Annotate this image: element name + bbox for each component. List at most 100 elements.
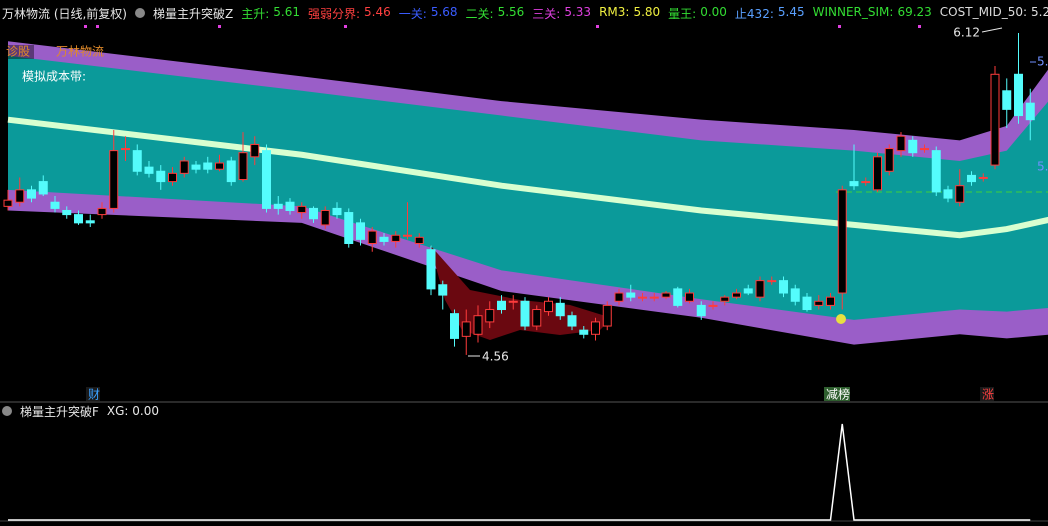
indicator-item: 强弱分界: 5.46 bbox=[308, 5, 391, 22]
candle-body bbox=[309, 207, 318, 220]
indicator-item: 止432: 5.45 bbox=[735, 5, 805, 22]
candle-body bbox=[920, 148, 929, 151]
candle-body bbox=[837, 189, 847, 294]
high-note: 6.12 bbox=[953, 26, 980, 40]
high-arrow bbox=[981, 27, 1003, 33]
candle-body bbox=[426, 249, 436, 290]
item-value: 0.00 bbox=[700, 4, 727, 19]
candle-body bbox=[132, 150, 142, 172]
candle-body bbox=[849, 181, 859, 187]
sub-header: 梯量主升突破F XG: 0.00 bbox=[2, 401, 159, 421]
candle-body bbox=[579, 329, 589, 335]
candle-body bbox=[978, 176, 988, 179]
axis-label: 5. bbox=[1037, 55, 1048, 69]
candle-body bbox=[732, 292, 741, 298]
candle-body bbox=[696, 304, 706, 317]
main-header: 万林物流 (日线,前复权) 梯量主升突破Z 主升: 5.61 强弱分界: 5.46 一关… bbox=[2, 3, 1048, 23]
candle-body bbox=[320, 209, 330, 226]
item-label: COST_MID_50: bbox=[939, 4, 1028, 19]
candle-body bbox=[767, 280, 777, 283]
candle-body bbox=[379, 236, 389, 242]
menu-icon[interactable] bbox=[2, 406, 12, 416]
item-label: WINNER_SIM: bbox=[812, 4, 894, 19]
item-label: 三关: bbox=[532, 6, 561, 21]
candle-body bbox=[814, 300, 824, 306]
candle-body bbox=[896, 135, 906, 152]
indicator-item: COST_MID_50:5.24 bbox=[940, 5, 1048, 22]
marker-box bbox=[980, 387, 994, 401]
candle-body bbox=[802, 296, 812, 311]
candle-body bbox=[85, 220, 95, 224]
item-value: 5.80 bbox=[633, 4, 661, 19]
diagnose: 诊股 bbox=[6, 45, 30, 59]
candles bbox=[3, 33, 1035, 355]
candle-body bbox=[1002, 90, 1012, 110]
candle-body bbox=[473, 315, 483, 335]
candle-body bbox=[602, 304, 612, 327]
candle-body bbox=[626, 292, 636, 298]
apple-icon bbox=[836, 314, 846, 324]
indicator-item: 量王: 0.00 bbox=[668, 5, 727, 22]
candle-body bbox=[262, 150, 271, 209]
sub-indicator: 梯量主升突破F bbox=[20, 404, 99, 419]
candle-body bbox=[74, 214, 83, 224]
item-label: 止432: bbox=[734, 6, 774, 21]
candle-body bbox=[438, 284, 448, 296]
menu-icon[interactable] bbox=[135, 8, 145, 18]
candle-body bbox=[638, 296, 647, 299]
candle-body bbox=[520, 300, 530, 327]
top-dots bbox=[84, 25, 921, 28]
item-value: 5.33 bbox=[564, 4, 592, 19]
candle-body bbox=[273, 203, 283, 209]
candle-body bbox=[367, 230, 377, 244]
cost-mid-line bbox=[7, 116, 1048, 239]
candle-body bbox=[685, 292, 694, 302]
candle-body bbox=[790, 288, 800, 302]
item-value: 5.61 bbox=[273, 4, 300, 19]
item-value: 5.56 bbox=[497, 4, 525, 19]
candle-body bbox=[38, 181, 48, 195]
candle-body bbox=[967, 174, 976, 183]
candle-body bbox=[485, 309, 495, 323]
marker-text: 财 bbox=[88, 388, 100, 402]
candle-body bbox=[121, 148, 130, 151]
indicator-item: WINNER_SIM: 69.23 bbox=[813, 5, 932, 22]
candle-body bbox=[908, 139, 918, 154]
candle-body bbox=[591, 321, 600, 335]
item-label: 主升: bbox=[241, 6, 270, 21]
candle-body bbox=[50, 201, 60, 209]
candle-body bbox=[179, 160, 189, 174]
candle-body bbox=[708, 304, 718, 307]
sub-item: XG: 0.00 bbox=[106, 404, 160, 418]
indicator-item: 主升: 5.61 bbox=[241, 5, 300, 22]
candle-body bbox=[532, 309, 542, 327]
candle-body bbox=[743, 288, 753, 294]
marker-text: 涨 bbox=[982, 387, 994, 402]
candle-body bbox=[508, 300, 518, 303]
markers: 财 减榜 涨 bbox=[86, 387, 994, 402]
candle-body bbox=[1014, 73, 1023, 117]
candle-body bbox=[403, 234, 412, 237]
candle-body bbox=[356, 222, 365, 240]
item-label: RM3: bbox=[599, 4, 630, 19]
candle-body bbox=[344, 212, 354, 244]
candle-body bbox=[97, 207, 107, 216]
marker-box bbox=[86, 387, 100, 401]
candle-body bbox=[3, 199, 13, 207]
candle-body bbox=[332, 207, 342, 216]
candle-body bbox=[720, 296, 730, 302]
candle-body bbox=[250, 143, 260, 158]
indicator-name: 梯量主升突破Z bbox=[153, 6, 234, 21]
marker-box bbox=[824, 387, 850, 401]
candle-body bbox=[873, 156, 882, 191]
candle-body bbox=[156, 170, 166, 183]
candle-body bbox=[461, 321, 471, 337]
xg-line bbox=[8, 423, 1031, 521]
candle-body bbox=[826, 296, 835, 306]
item-label: 二关: bbox=[465, 6, 494, 21]
candle-body bbox=[755, 280, 765, 298]
candle-body bbox=[15, 189, 25, 203]
candle-body bbox=[226, 160, 236, 183]
band-title: 模拟成本带: bbox=[22, 70, 86, 84]
